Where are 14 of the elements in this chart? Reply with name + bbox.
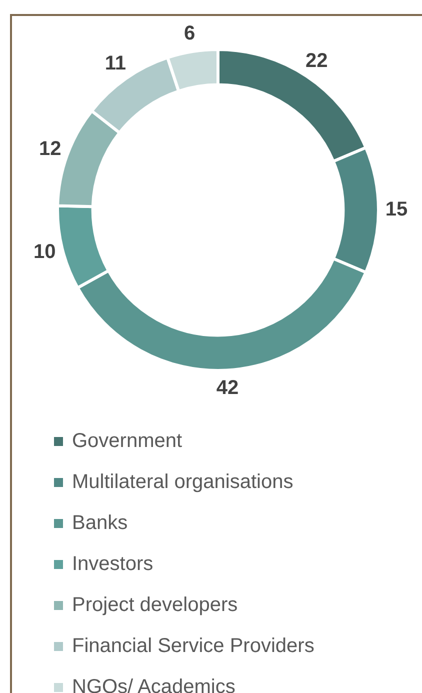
- legend-label: Investors: [72, 553, 154, 576]
- data-label: 12: [38, 138, 62, 160]
- data-label: 6: [184, 22, 196, 44]
- data-label: 15: [385, 198, 408, 221]
- legend-label: Financial Service Providers: [72, 635, 314, 658]
- legend-label: NGOs/ Academics: [72, 676, 236, 693]
- data-label: 42: [216, 376, 239, 399]
- legend-label: Project developers: [72, 594, 238, 617]
- legend-label: Banks: [72, 512, 128, 535]
- legend-label: Government: [72, 430, 182, 453]
- data-label: 11: [104, 52, 126, 74]
- data-label: 10: [33, 240, 56, 263]
- data-label: 22: [306, 50, 328, 72]
- legend-label: Multilateral organisations: [72, 471, 294, 494]
